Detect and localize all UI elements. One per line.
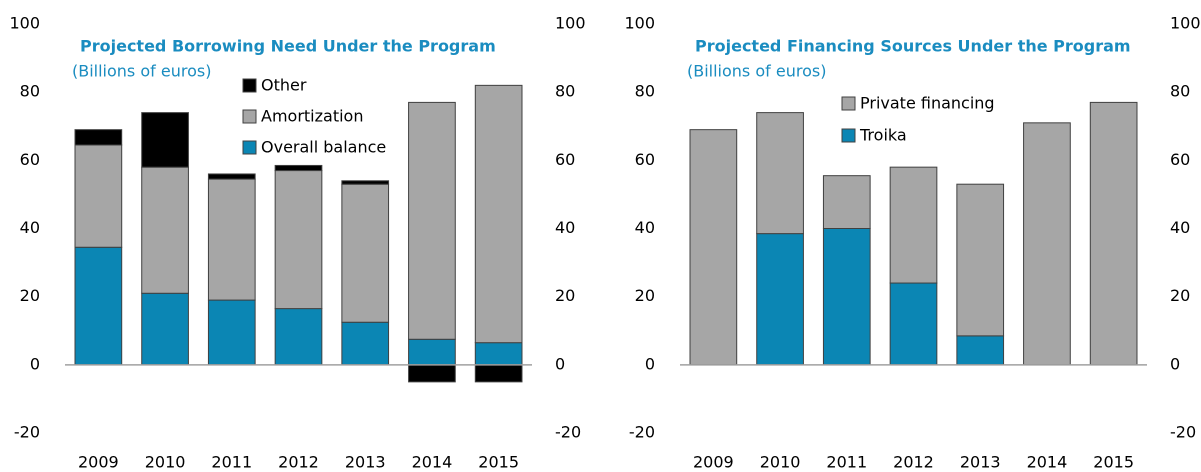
bar (474, 364, 523, 383)
x-tick-label: 2010 (760, 453, 801, 472)
bar (956, 183, 1005, 337)
bar (474, 342, 523, 366)
y2-tick-label: 0 (555, 354, 565, 373)
y2-tick-label: 0 (1170, 354, 1180, 373)
x-tick-label: 2012 (893, 453, 934, 472)
bar (689, 129, 738, 366)
y2-tick-label: -20 (1170, 423, 1196, 442)
bar (756, 112, 804, 235)
y2-tick-label: 80 (1170, 82, 1190, 101)
y-tick-label: 20 (20, 286, 40, 305)
y-tick-label: 100 (624, 14, 655, 33)
bar (956, 335, 1005, 366)
bar (274, 308, 323, 366)
y-tick-label: 0 (30, 354, 40, 373)
legend-swatch (841, 96, 856, 111)
y2-tick-label: 20 (1170, 286, 1190, 305)
legend-label: Other (261, 76, 307, 95)
bar (1023, 122, 1071, 366)
x-tick-label: 2011 (211, 453, 252, 472)
chart-subtitle: (Billions of euros) (687, 62, 826, 81)
x-tick-label: 2012 (278, 453, 319, 472)
bar (408, 338, 456, 366)
y-tick-label: 60 (635, 150, 655, 169)
bar (822, 175, 871, 230)
y-tick-label: 0 (645, 354, 655, 373)
y2-tick-label: 20 (555, 286, 575, 305)
x-tick-label: 2015 (1093, 453, 1134, 472)
y2-tick-label: 60 (555, 150, 575, 169)
legend-swatch (841, 128, 856, 143)
y-tick-label: 80 (20, 82, 40, 101)
x-tick-label: 2014 (1027, 453, 1068, 472)
chart-title: Projected Borrowing Need Under the Progr… (80, 37, 496, 56)
y-tick-label: 80 (635, 82, 655, 101)
bar (207, 178, 256, 301)
legend-label: Private financing (860, 94, 995, 113)
y2-tick-label: 100 (1170, 14, 1201, 33)
y2-tick-label: -20 (555, 423, 581, 442)
bar (274, 164, 323, 172)
y-tick-label: 100 (9, 14, 40, 33)
bar (74, 246, 123, 366)
bar (141, 292, 189, 366)
bar (274, 170, 323, 310)
legend-swatch (242, 78, 257, 93)
bar (474, 84, 523, 344)
y-tick-label: 20 (635, 286, 655, 305)
x-tick-label: 2009 (78, 453, 119, 472)
x-tick-label: 2009 (693, 453, 734, 472)
bar (74, 129, 123, 146)
y-tick-label: 60 (20, 150, 40, 169)
y-tick-label: -20 (629, 423, 655, 442)
legend-swatch (242, 140, 257, 155)
x-tick-label: 2014 (412, 453, 453, 472)
legend-swatch (242, 109, 257, 124)
y2-tick-label: 80 (555, 82, 575, 101)
bar (889, 282, 938, 366)
bar (207, 299, 256, 366)
bar (341, 183, 390, 323)
x-tick-label: 2013 (345, 453, 386, 472)
bar (74, 144, 123, 248)
legend-label: Amortization (261, 107, 363, 126)
bar (408, 101, 456, 340)
bar (141, 166, 189, 294)
chart-subtitle: (Billions of euros) (72, 62, 211, 81)
x-tick-label: 2010 (145, 453, 186, 472)
bar (889, 166, 938, 284)
y-tick-label: -20 (14, 423, 40, 442)
y-tick-label: 40 (635, 218, 655, 237)
y2-tick-label: 40 (1170, 218, 1190, 237)
bar (822, 228, 871, 366)
x-tick-label: 2013 (960, 453, 1001, 472)
chart-title: Projected Financing Sources Under the Pr… (695, 37, 1131, 56)
legend-label: Troika (859, 126, 907, 145)
x-tick-label: 2015 (478, 453, 519, 472)
bar (341, 321, 390, 366)
bar (408, 364, 456, 383)
y-tick-label: 40 (20, 218, 40, 237)
bar (141, 112, 189, 168)
y2-tick-label: 100 (555, 14, 586, 33)
x-tick-label: 2011 (826, 453, 867, 472)
bar (756, 233, 804, 366)
y2-tick-label: 40 (555, 218, 575, 237)
bar (341, 180, 390, 185)
y2-tick-label: 60 (1170, 150, 1190, 169)
legend-label: Overall balance (261, 138, 386, 157)
bar (207, 173, 256, 180)
bar (1089, 101, 1138, 366)
